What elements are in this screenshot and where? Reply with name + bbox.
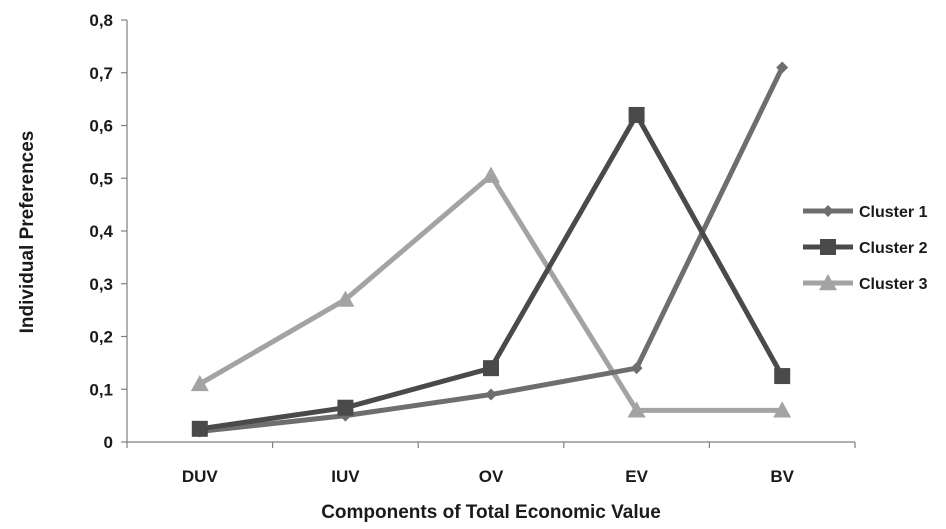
x-tick-label: DUV xyxy=(182,467,219,486)
legend-marker xyxy=(820,239,836,255)
legend-entry: Cluster 2 xyxy=(803,239,928,257)
x-tick-label: OV xyxy=(479,467,504,486)
series-layer xyxy=(190,61,792,438)
data-point xyxy=(485,388,497,401)
data-point xyxy=(336,290,355,307)
y-tick-label: 0 xyxy=(104,433,113,452)
data-point xyxy=(773,401,792,418)
data-point xyxy=(774,368,791,385)
legend-marker xyxy=(822,205,834,217)
y-tick-label: 0,6 xyxy=(89,117,113,136)
series-line xyxy=(199,112,785,432)
y-tick-label: 0,7 xyxy=(89,64,113,83)
y-tick-label: 0,5 xyxy=(89,169,113,188)
legend-entry: Cluster 3 xyxy=(803,274,928,293)
axes: 0 0,1 0,2 0,3 0,4 0,5 0,6 0,7 0,8 DUV IUV OV EV BV xyxy=(89,11,856,486)
data-point xyxy=(337,399,354,416)
data-point xyxy=(190,374,209,392)
x-tick-label: BV xyxy=(770,467,794,486)
legend-entry: Cluster 1 xyxy=(803,204,928,221)
y-tick-label: 0,4 xyxy=(89,222,113,241)
series-line xyxy=(199,66,785,434)
y-tick-label: 0,1 xyxy=(89,380,113,399)
data-point xyxy=(628,106,645,123)
legend-label: Cluster 1 xyxy=(859,204,928,221)
data-point xyxy=(776,61,789,74)
data-point xyxy=(483,360,499,377)
data-point xyxy=(630,362,643,375)
legend-label: Cluster 2 xyxy=(859,240,928,257)
legend-label: Cluster 3 xyxy=(859,276,928,293)
series-cluster-2 xyxy=(191,106,791,437)
data-point xyxy=(191,420,208,437)
y-axis-title: Individual Preferences xyxy=(17,131,38,334)
x-tick-label: IUV xyxy=(331,467,360,486)
x-tick-label: EV xyxy=(625,467,648,486)
y-tick-label: 0,8 xyxy=(89,11,113,30)
data-point xyxy=(627,401,646,418)
data-point xyxy=(482,166,500,183)
y-tick-label: 0,2 xyxy=(89,328,113,347)
series-cluster-1 xyxy=(193,61,789,438)
legend-marker xyxy=(819,274,837,291)
x-axis-title: Components of Total Economic Value xyxy=(321,502,661,523)
y-tick-label: 0,3 xyxy=(89,275,113,294)
series-cluster-3 xyxy=(190,166,792,418)
legend: Cluster 1 Cluster 2 Cluster 3 xyxy=(803,204,928,293)
